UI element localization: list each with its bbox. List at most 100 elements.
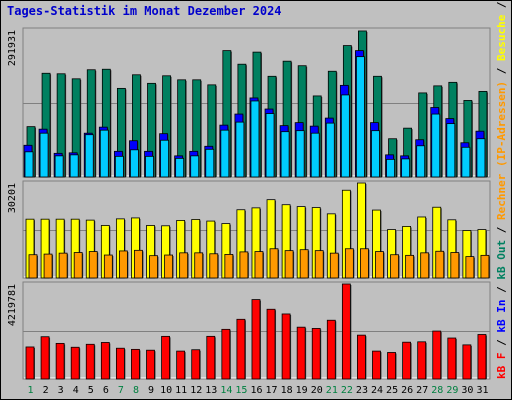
bar-kb-f <box>40 336 50 380</box>
bar-kb-f <box>372 350 381 380</box>
bar-seiten <box>220 129 230 178</box>
right-legend-segment: / <box>495 1 508 15</box>
bar-seiten <box>130 149 139 178</box>
bar-kb-f <box>206 335 216 380</box>
bar-kb-f <box>251 299 261 380</box>
bar-rechner <box>209 253 219 279</box>
day-label: 13 <box>205 385 217 396</box>
bar-seiten <box>84 134 94 178</box>
ymax-label-bottom: 4219781 <box>7 284 18 326</box>
bar-seiten <box>446 123 456 178</box>
bar-seiten <box>280 131 290 178</box>
day-label: 6 <box>103 385 109 396</box>
bar-rechner <box>179 252 189 279</box>
bar-rechner <box>88 251 98 279</box>
bar-kb-f <box>55 342 65 380</box>
bar-rechner <box>28 254 38 279</box>
day-label: 7 <box>118 385 124 396</box>
bar-kb-f <box>266 308 276 380</box>
bar-kb-f <box>115 347 125 380</box>
day-label: 15 <box>235 385 247 396</box>
bar-kb-f <box>417 341 427 380</box>
right-legend-segment: kB F <box>495 353 508 380</box>
bar-kb-f <box>477 334 487 380</box>
bar-kb-f <box>326 319 336 380</box>
day-label: 4 <box>73 385 79 396</box>
bar-rechner <box>299 249 309 279</box>
bar-rechner <box>314 250 324 279</box>
day-label: 3 <box>58 385 64 396</box>
bar-rechner <box>360 248 369 279</box>
bar-kb-f <box>146 349 155 380</box>
bar-seiten <box>160 139 169 178</box>
bar-rechner <box>103 254 113 279</box>
bar-kb-f <box>131 348 140 380</box>
day-label: 24 <box>371 385 383 396</box>
right-legend-segment: / <box>495 333 508 353</box>
bar-rechner <box>435 250 445 279</box>
bar-rechner <box>390 254 399 279</box>
bar-seiten <box>310 132 320 178</box>
bar-kb-f <box>281 313 291 380</box>
bar-seiten <box>371 130 380 178</box>
bar-seiten <box>39 132 49 178</box>
bar-kb-f <box>161 335 170 380</box>
bar-rechner <box>254 251 264 279</box>
bar-seiten <box>114 155 124 178</box>
day-label: 9 <box>148 385 154 396</box>
day-label: 29 <box>446 385 458 396</box>
page-title: Tages-Statistik im Monat Dezember 2024 <box>7 4 282 18</box>
day-label: 5 <box>88 385 94 396</box>
bar-seiten <box>461 146 471 178</box>
day-label: 14 <box>220 385 232 396</box>
bar-rechner <box>164 254 173 279</box>
bar-kb-f <box>221 328 231 380</box>
day-label: 12 <box>190 385 202 396</box>
bar-seiten <box>145 155 154 178</box>
bar-seiten <box>356 56 365 178</box>
day-label: 26 <box>401 385 413 396</box>
bar-kb-f <box>296 326 306 380</box>
bar-seiten <box>99 129 109 178</box>
bar-seiten <box>24 151 34 178</box>
bar-seiten <box>190 155 200 178</box>
day-label: 27 <box>416 385 428 396</box>
day-label: 20 <box>311 385 323 396</box>
right-legend: kB F / kB In / kB Out / Rechner (IP-Adre… <box>495 1 508 379</box>
day-label: 30 <box>461 385 473 396</box>
bar-rechner <box>149 255 158 279</box>
bar-rechner <box>420 252 430 279</box>
day-label: 10 <box>160 385 172 396</box>
day-label: 8 <box>133 385 139 396</box>
day-label: 22 <box>341 385 353 396</box>
bar-rechner <box>329 252 339 279</box>
bar-seiten <box>250 100 260 178</box>
bar-seiten <box>386 158 395 178</box>
day-label: 31 <box>476 385 488 396</box>
bar-kb-f <box>85 343 95 380</box>
bar-kb-f <box>402 341 412 380</box>
day-label: 1 <box>28 385 34 396</box>
day-label: 19 <box>296 385 308 396</box>
bar-kb-f <box>341 283 351 380</box>
bar-seiten <box>325 122 335 178</box>
ymax-label-top: 291931 <box>7 30 18 66</box>
bar-seiten <box>205 148 215 178</box>
right-legend-segment: Besuche <box>495 14 508 61</box>
bar-kb-f <box>387 352 396 380</box>
right-legend-segment: / <box>495 220 508 240</box>
bar-rechner <box>465 256 475 279</box>
bar-seiten <box>265 113 275 178</box>
bar-kb-f <box>70 346 80 380</box>
day-label: 11 <box>175 385 187 396</box>
bar-rechner <box>344 248 354 279</box>
bar-rechner <box>239 251 249 279</box>
bar-seiten <box>401 158 411 178</box>
bar-seiten <box>295 130 305 178</box>
bar-seiten <box>416 145 426 178</box>
day-label: 16 <box>250 385 262 396</box>
bar-seiten <box>340 94 350 178</box>
right-legend-segment: kB In <box>495 300 508 333</box>
